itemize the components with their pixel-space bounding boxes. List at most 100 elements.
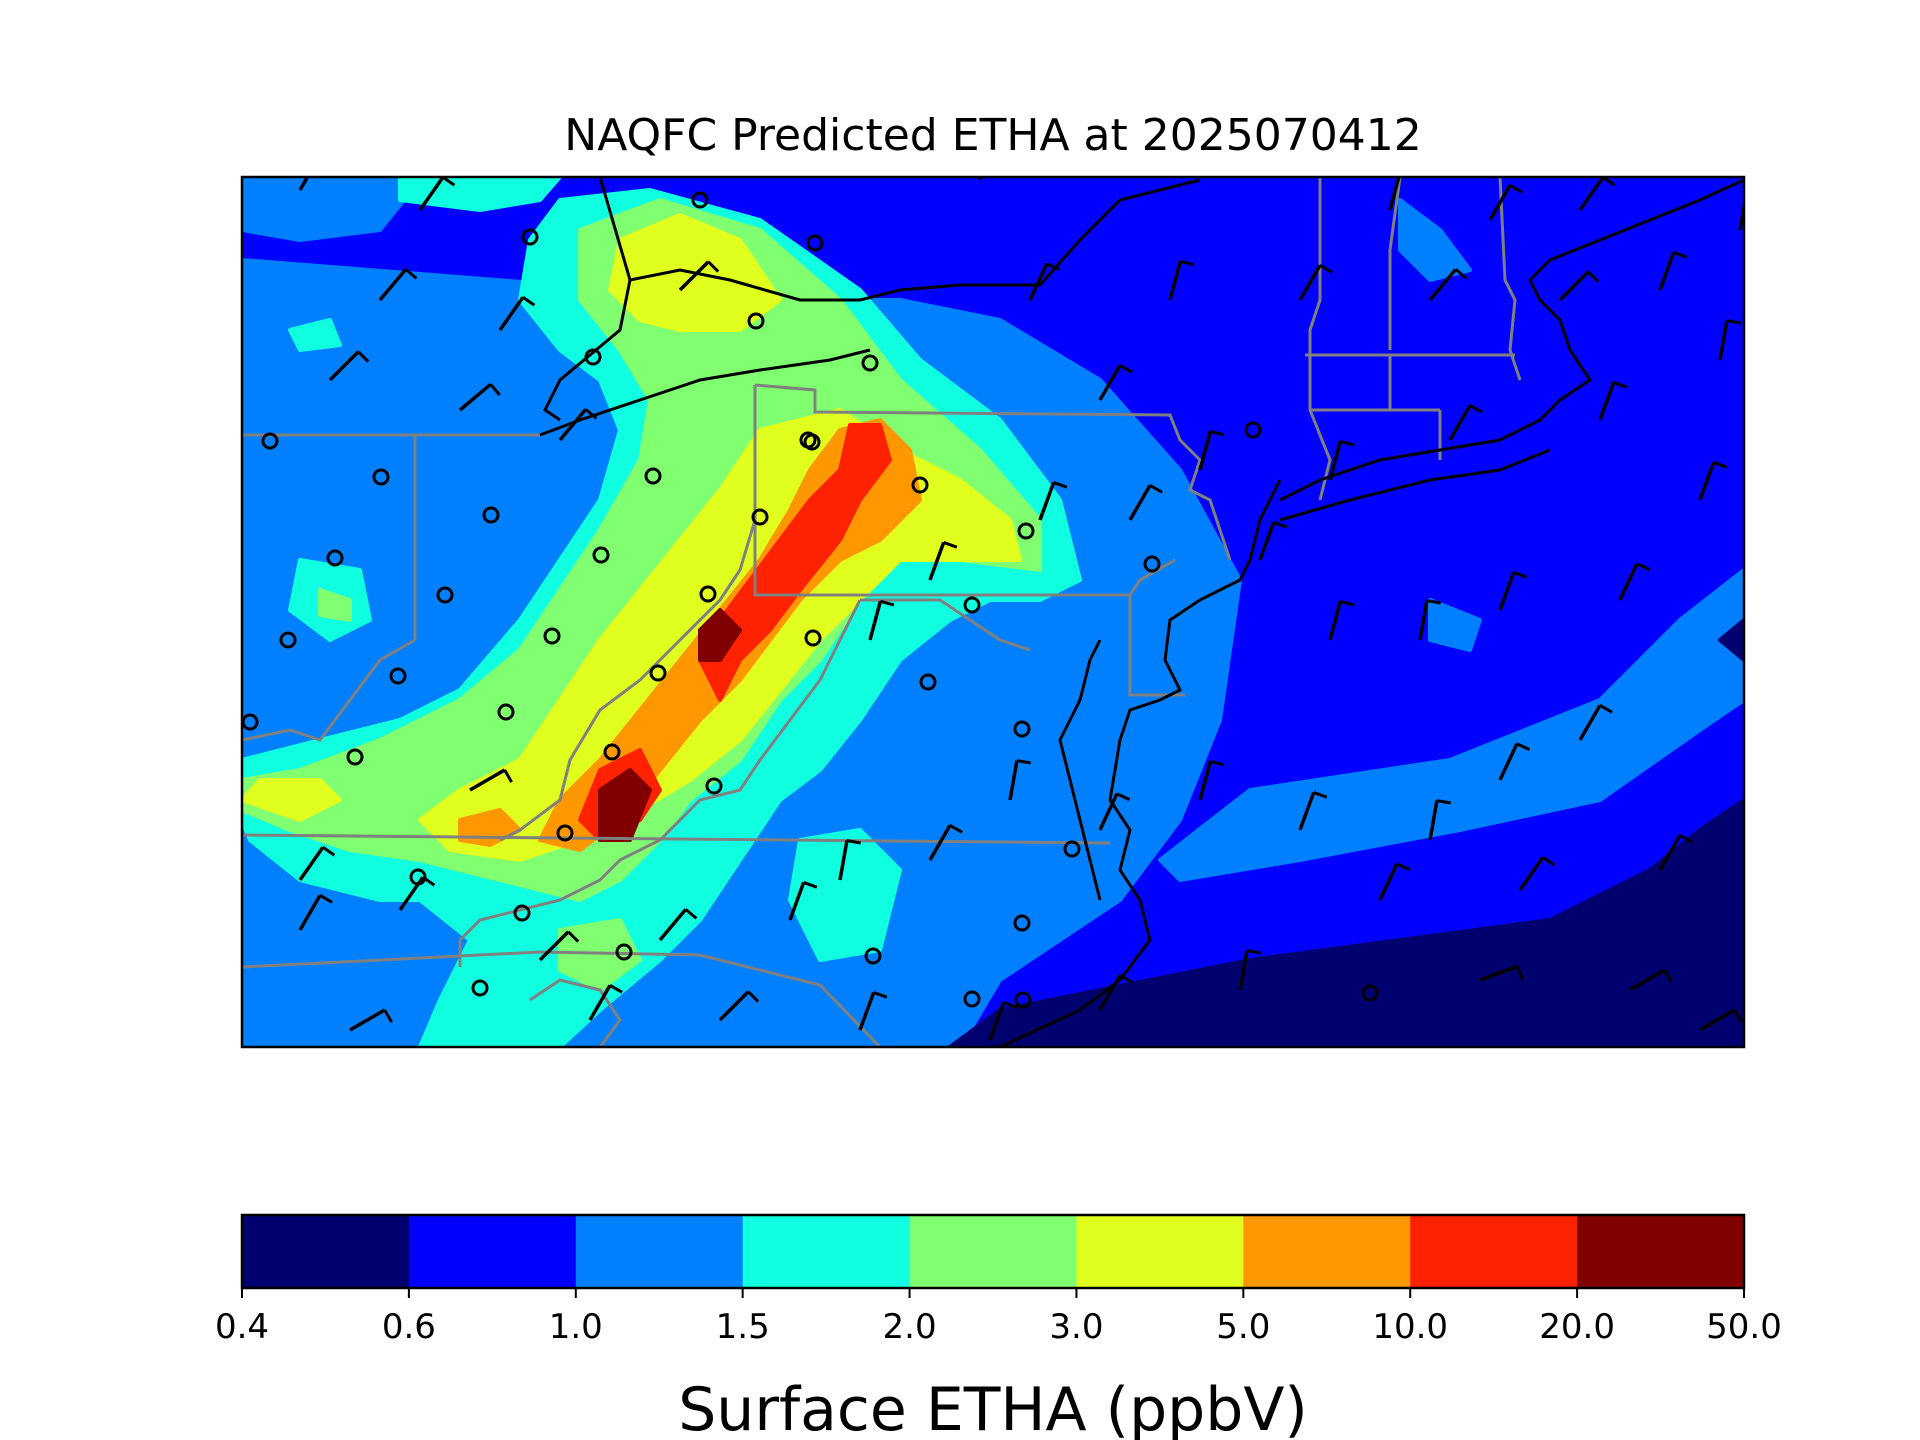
wind-barb	[328, 350, 370, 382]
wind-barb-staff	[1578, 704, 1602, 741]
wind-barb	[928, 824, 963, 861]
wind-barb-flag	[1426, 599, 1441, 605]
wind-barb-flag	[567, 930, 580, 943]
lake-ontario-shoreline	[629, 268, 860, 302]
wind-barb	[1328, 439, 1355, 481]
wind-barb-staff	[928, 541, 946, 581]
wind-barb	[458, 382, 501, 412]
colorbar: 0.4 0.6 1.0 1.5 2.0 3.0 5.0 10.0 20.0 50.0	[215, 1213, 1782, 1347]
wind-barb	[1498, 742, 1531, 781]
wind-barb	[678, 260, 720, 292]
field-level-2	[788, 828, 902, 962]
site-marker	[513, 904, 531, 922]
wind-barb-staff	[1378, 863, 1399, 901]
colorbar-tick-label: 0.6	[382, 1307, 436, 1347]
wind-barb-staff	[1098, 974, 1122, 1011]
wind-barb	[1618, 562, 1651, 601]
wind-barb-staff	[588, 984, 612, 1021]
wind-barb-flag	[383, 1009, 393, 1023]
field-level-3	[318, 588, 352, 622]
wind-barb	[788, 881, 818, 921]
map-panel	[242, 177, 1744, 1047]
wind-barb-flag	[684, 908, 698, 920]
colorbar-swatch	[1577, 1215, 1745, 1288]
wind-barb	[1168, 259, 1195, 301]
wind-barb	[988, 1001, 1018, 1041]
wind-barb	[1518, 856, 1556, 892]
wind-barb	[1428, 799, 1451, 841]
border-line	[754, 383, 1232, 561]
wind-barb	[1578, 704, 1613, 741]
border-line	[529, 978, 622, 1047]
wind-barb-flag	[442, 177, 456, 187]
wind-barb	[1448, 404, 1483, 441]
wind-barb-staff	[1658, 834, 1682, 871]
wind-barb-flag	[707, 260, 720, 273]
site-marker	[1244, 421, 1262, 439]
map-title: NAQFC Predicted ETHA at 2025070412	[564, 110, 1421, 161]
wind-barb-flag	[1119, 364, 1133, 374]
wind-barb	[1378, 862, 1411, 901]
wind-barb-staff	[658, 908, 688, 942]
site-marker	[649, 664, 667, 682]
wind-barb	[1128, 484, 1163, 521]
border-line	[499, 519, 757, 842]
wind-barb-staff	[418, 177, 445, 212]
wind-barb-staff	[1698, 461, 1716, 501]
wind-barb	[398, 876, 436, 912]
wind-barb-staff	[1198, 430, 1213, 471]
wind-barb-flag	[1313, 791, 1328, 799]
wind-barb-flag	[873, 991, 888, 999]
wind-barb-staff	[1498, 571, 1516, 611]
atlantic-coastline	[999, 479, 1282, 1047]
wind-barb-flag	[1513, 571, 1528, 579]
field-level-1	[242, 177, 422, 242]
wind-barb-staff	[1448, 404, 1472, 441]
wind-barb-flag	[1469, 404, 1483, 414]
wind-barb-flag	[1209, 429, 1225, 437]
wind-barb-flag	[949, 824, 963, 834]
site-marker	[751, 508, 769, 526]
wind-barb-staff	[1699, 1008, 1736, 1032]
colorbar-swatch	[408, 1215, 577, 1288]
wind-barb-staff	[988, 1001, 1006, 1041]
site-marker	[963, 990, 981, 1008]
wind-barb-flag	[1396, 862, 1411, 872]
wind-barb	[1008, 759, 1031, 801]
wind-barb-staff	[1598, 381, 1616, 421]
field-level-4	[242, 778, 342, 822]
colorbar-swatch	[1243, 1215, 1411, 1288]
chesapeake-shoreline	[1058, 639, 1102, 901]
wind-barb	[1498, 571, 1528, 611]
site-marker	[644, 467, 662, 485]
wind-barb-staff	[349, 1008, 386, 1032]
concentration-field	[242, 177, 1744, 1047]
site-marker	[747, 312, 765, 330]
wind-barb-staff	[1578, 177, 1605, 212]
wind-barb-flag	[943, 541, 958, 549]
site-marker	[806, 234, 824, 252]
wind-barb-flag	[1319, 264, 1333, 274]
wind-barb-staff	[1098, 793, 1119, 831]
wind-barb	[858, 991, 888, 1031]
wind-barb	[1428, 268, 1468, 302]
wind-barb-flag	[1713, 461, 1728, 469]
wind-barb-flag	[322, 846, 336, 857]
wind-barb	[1418, 599, 1441, 641]
long-island-shoreline	[1279, 448, 1551, 522]
wind-barb-flag	[357, 350, 370, 363]
site-marker	[1014, 991, 1032, 1009]
field-level-2	[288, 318, 342, 352]
wind-barb	[469, 768, 513, 792]
wind-barb	[1038, 481, 1068, 521]
wind-barb-staff	[1428, 800, 1439, 841]
wind-barb-flag	[1599, 704, 1613, 714]
site-marker	[1013, 720, 1031, 738]
wind-barb-flag	[1663, 969, 1673, 983]
wind-barb-flag	[1509, 184, 1523, 194]
wind-barb-flag	[1436, 799, 1451, 805]
wind-barb-flag	[1613, 381, 1628, 389]
wind-barb	[1238, 949, 1261, 991]
site-marker	[1017, 522, 1035, 540]
wind-barb	[1658, 251, 1688, 291]
